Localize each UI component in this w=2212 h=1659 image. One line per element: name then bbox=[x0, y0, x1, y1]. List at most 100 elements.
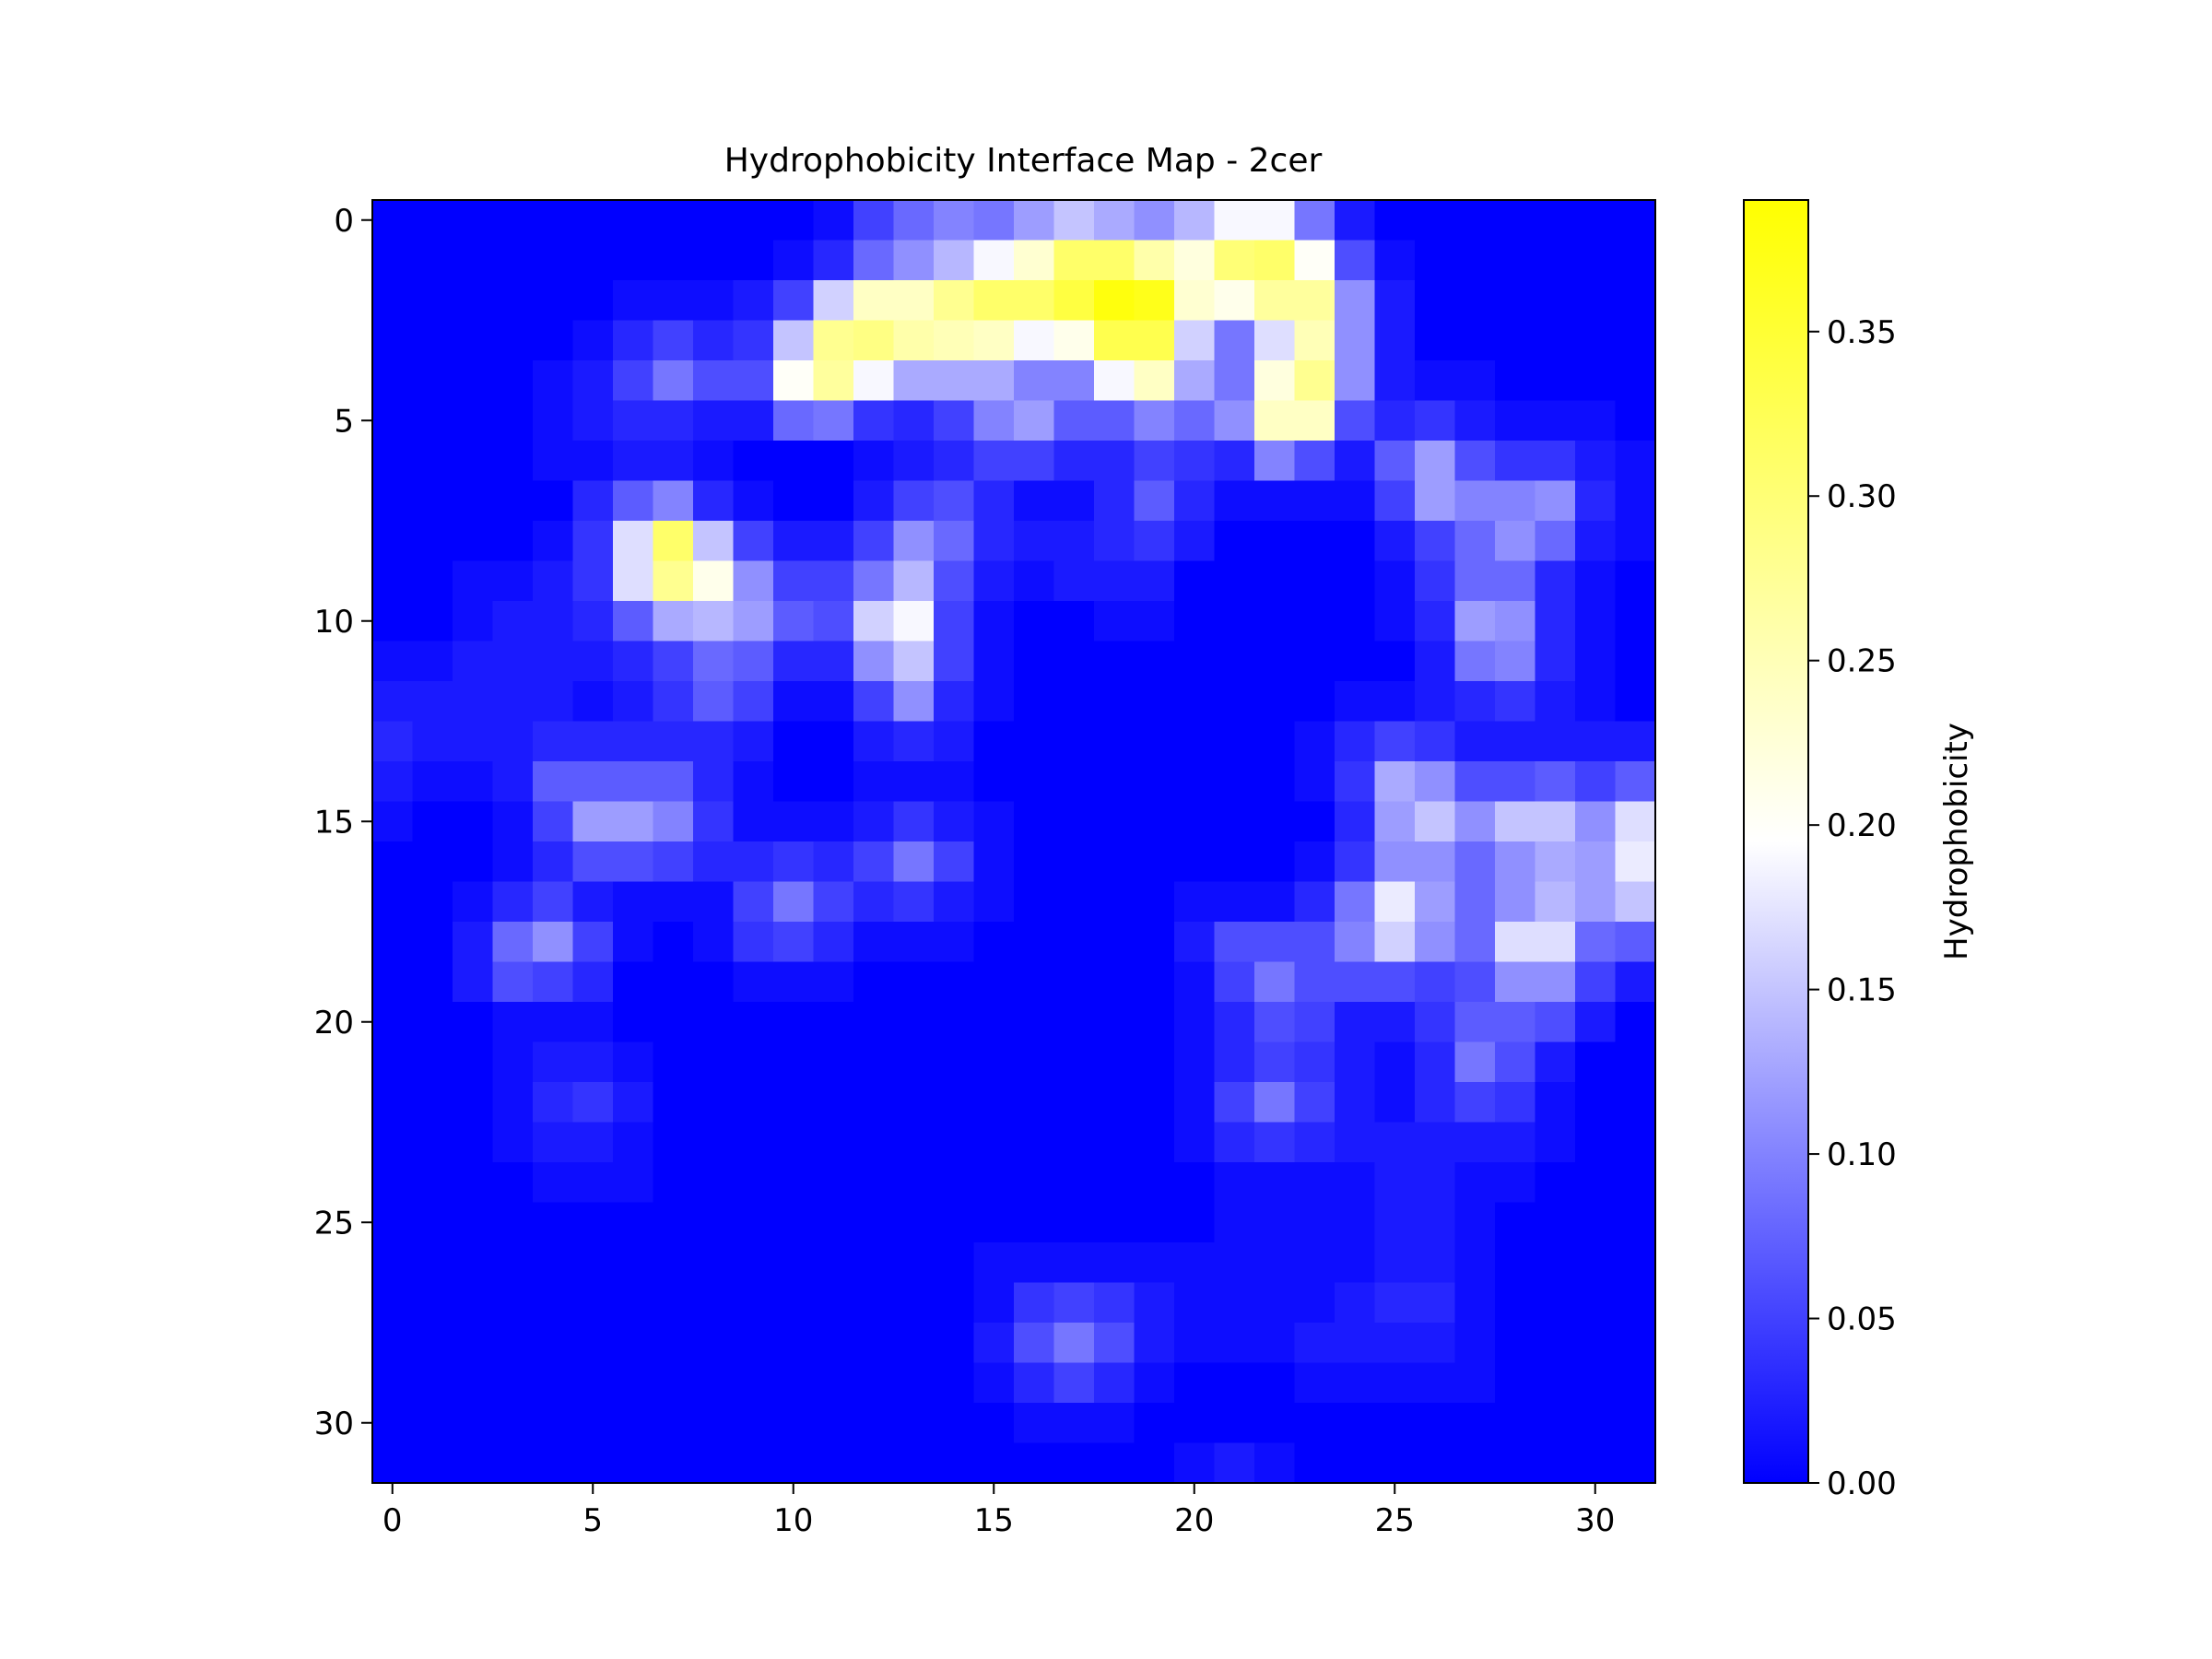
heatmap-cell bbox=[973, 1442, 1015, 1484]
heatmap-cell bbox=[533, 1162, 574, 1204]
heatmap-cell bbox=[1214, 1323, 1255, 1364]
x-tick-label: 10 bbox=[773, 1502, 813, 1539]
heatmap-cell bbox=[412, 681, 453, 723]
heatmap-cell bbox=[893, 1403, 935, 1444]
heatmap-cell bbox=[1374, 1242, 1416, 1284]
heatmap-cell bbox=[1053, 681, 1095, 723]
heatmap-cell bbox=[533, 881, 574, 923]
heatmap-cell bbox=[1335, 240, 1376, 281]
heatmap-cell bbox=[934, 1403, 975, 1444]
heatmap-cell bbox=[1335, 1442, 1376, 1484]
heatmap-cell bbox=[653, 1041, 694, 1083]
heatmap-cell bbox=[1535, 641, 1576, 682]
heatmap-cell bbox=[372, 240, 414, 281]
heatmap-cell bbox=[1294, 801, 1335, 842]
heatmap-cell bbox=[1134, 601, 1175, 642]
heatmap-cell bbox=[1374, 641, 1416, 682]
heatmap-cell bbox=[1495, 400, 1536, 441]
heatmap-cell bbox=[1174, 922, 1216, 963]
heatmap-cell bbox=[893, 721, 935, 762]
heatmap-cell bbox=[492, 560, 534, 602]
heatmap-cell bbox=[1214, 200, 1255, 241]
heatmap-cell bbox=[613, 400, 654, 441]
heatmap-cell bbox=[1415, 1122, 1456, 1163]
heatmap-cell bbox=[853, 1403, 895, 1444]
heatmap-cell bbox=[1535, 320, 1576, 361]
heatmap-cell bbox=[1014, 1202, 1055, 1243]
heatmap-cell bbox=[1374, 360, 1416, 402]
heatmap-cell bbox=[934, 200, 975, 241]
heatmap-cell bbox=[1214, 1403, 1255, 1444]
heatmap-cell bbox=[653, 1242, 694, 1284]
heatmap-cell bbox=[1374, 1082, 1416, 1124]
heatmap-cell bbox=[1094, 1403, 1135, 1444]
heatmap-cell bbox=[572, 1202, 614, 1243]
heatmap-cell bbox=[1174, 320, 1216, 361]
heatmap-cell bbox=[1254, 360, 1296, 402]
heatmap-cell bbox=[773, 961, 815, 1003]
heatmap-cell bbox=[1254, 1403, 1296, 1444]
heatmap-cell bbox=[1454, 1323, 1496, 1364]
heatmap-cell bbox=[1535, 360, 1576, 402]
heatmap-cell bbox=[1014, 1041, 1055, 1083]
y-tick-label: 10 bbox=[314, 604, 354, 641]
heatmap-cell bbox=[1174, 480, 1216, 522]
heatmap-cell bbox=[1335, 1162, 1376, 1204]
heatmap-cell bbox=[1174, 1082, 1216, 1124]
heatmap-cell bbox=[453, 1442, 494, 1484]
heatmap-cell bbox=[1214, 441, 1255, 482]
heatmap-cell bbox=[1014, 721, 1055, 762]
heatmap-cell bbox=[653, 1403, 694, 1444]
heatmap-cell bbox=[973, 1162, 1015, 1204]
heatmap-cell bbox=[693, 961, 735, 1003]
heatmap-cell bbox=[1575, 641, 1617, 682]
heatmap-cell bbox=[733, 761, 774, 803]
heatmap-cell bbox=[613, 1362, 654, 1404]
heatmap-cell bbox=[1094, 922, 1135, 963]
heatmap-cell bbox=[1615, 1002, 1656, 1043]
heatmap-cell bbox=[1053, 1323, 1095, 1364]
heatmap-cell bbox=[1415, 641, 1456, 682]
heatmap-cell bbox=[1495, 1242, 1536, 1284]
heatmap-cell bbox=[653, 681, 694, 723]
heatmap-cell bbox=[1014, 922, 1055, 963]
heatmap-cell bbox=[1214, 881, 1255, 923]
heatmap-cell bbox=[1535, 881, 1576, 923]
heatmap-cell bbox=[733, 360, 774, 402]
heatmap-cell bbox=[1174, 601, 1216, 642]
heatmap-cell bbox=[1535, 1162, 1576, 1204]
heatmap-cell bbox=[1214, 1362, 1255, 1404]
heatmap-cell bbox=[492, 240, 534, 281]
heatmap-cell bbox=[853, 641, 895, 682]
heatmap-cell bbox=[693, 360, 735, 402]
heatmap-cell bbox=[1415, 1162, 1456, 1204]
heatmap-cell bbox=[653, 521, 694, 562]
heatmap-cell bbox=[1415, 761, 1456, 803]
heatmap-cell bbox=[1615, 601, 1656, 642]
heatmap-cell bbox=[1575, 1242, 1617, 1284]
heatmap-cell bbox=[853, 881, 895, 923]
heatmap-cell bbox=[813, 1082, 854, 1124]
heatmap-cell bbox=[1094, 360, 1135, 402]
heatmap-cell bbox=[893, 1002, 935, 1043]
heatmap-cell bbox=[1495, 641, 1536, 682]
heatmap-cell bbox=[372, 560, 414, 602]
heatmap-cell bbox=[813, 441, 854, 482]
heatmap-cell bbox=[533, 601, 574, 642]
heatmap-cell bbox=[1535, 240, 1576, 281]
colorbar-tick-label: 0.35 bbox=[1827, 314, 1897, 351]
heatmap-cell bbox=[693, 480, 735, 522]
heatmap-cell bbox=[693, 1282, 735, 1324]
heatmap-cell bbox=[853, 961, 895, 1003]
heatmap-cell bbox=[1214, 601, 1255, 642]
heatmap-cell bbox=[1454, 681, 1496, 723]
heatmap-cell bbox=[1374, 761, 1416, 803]
heatmap-cell bbox=[1374, 200, 1416, 241]
heatmap-cell bbox=[773, 1282, 815, 1324]
heatmap-cell bbox=[733, 1202, 774, 1243]
heatmap-cell bbox=[1053, 761, 1095, 803]
heatmap-cell bbox=[733, 1242, 774, 1284]
heatmap-cell bbox=[1335, 1041, 1376, 1083]
heatmap-cell bbox=[1575, 881, 1617, 923]
heatmap-cell bbox=[733, 1082, 774, 1124]
